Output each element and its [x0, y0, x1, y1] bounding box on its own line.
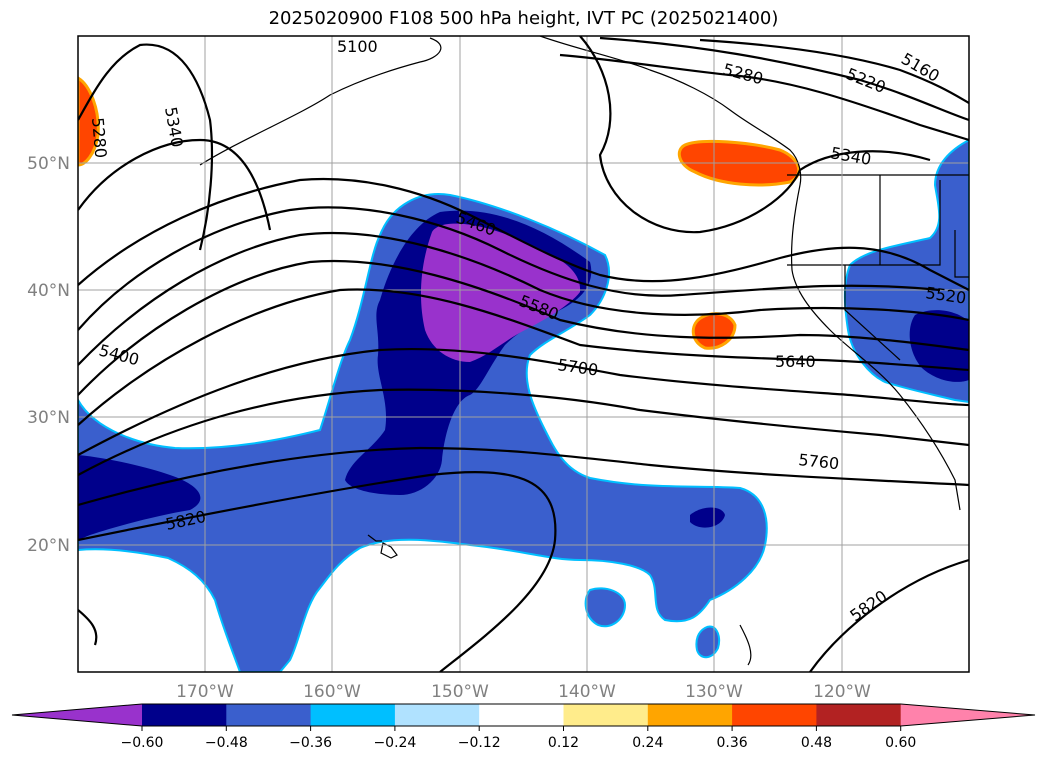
colorbar-bin: [816, 704, 902, 726]
colorbar-extend-high: [900, 704, 1035, 726]
colorbar-tick-label: 0.60: [885, 735, 916, 751]
colorbar-tick-label: 0.36: [717, 735, 748, 751]
colorbar-extend-low: [12, 704, 142, 726]
colorbar-bin: [563, 704, 649, 726]
contour-label: 5100: [337, 37, 378, 56]
lat-label: 20°N: [27, 536, 70, 556]
lon-label: 130°W: [685, 682, 743, 702]
lon-label: 160°W: [303, 682, 361, 702]
contour-label: 5280: [88, 117, 110, 159]
map-area: 5100 5340 5280 5460 5580 5700 5640 5760 …: [78, 36, 969, 672]
lon-label: 120°W: [813, 682, 871, 702]
lat-label: 50°N: [27, 154, 70, 174]
colorbar-tick-label: −0.36: [289, 735, 332, 751]
colorbar-tick-label: −0.60: [121, 735, 164, 751]
colorbar-tick-label: −0.24: [373, 735, 416, 751]
contour-label: 5640: [775, 352, 816, 371]
longitude-labels: 170°W 160°W 150°W 140°W 130°W 120°W: [176, 682, 871, 702]
colorbar-bin: [732, 704, 817, 726]
colorbar-bin: [647, 704, 733, 726]
lon-label: 170°W: [176, 682, 234, 702]
graticule: [78, 36, 969, 672]
coastlines: [199, 36, 969, 666]
height-contours: [78, 36, 969, 672]
colorbar-tick-label: 0.24: [632, 735, 663, 751]
map-title: 2025020900 F108 500 hPa height, IVT PC (…: [268, 8, 779, 29]
colorbar-tick-label: −0.48: [205, 735, 248, 751]
lon-label: 150°W: [431, 682, 489, 702]
negative-ivt-region: [78, 138, 969, 672]
colorbar-bin: [479, 704, 564, 726]
map-frame: [77, 35, 970, 673]
colorbar-tick-label: 0.48: [801, 735, 832, 751]
contour-label: 5760: [798, 450, 840, 473]
colorbar-tick-label: −0.12: [458, 735, 501, 751]
colorbar-tick-label: 0.12: [548, 735, 579, 751]
lon-label: 140°W: [558, 682, 616, 702]
colorbar: −0.60 −0.48 −0.36 −0.24 −0.12 0.12 0.24 0.36 0.4…: [11, 703, 1036, 751]
colorbar-bin: [142, 704, 227, 726]
colorbar-bin: [226, 704, 312, 726]
lat-label: 30°N: [27, 408, 70, 428]
lat-label: 40°N: [27, 281, 70, 301]
colorbar-bin: [310, 704, 396, 726]
latitude-labels: 50°N 40°N 30°N 20°N: [27, 154, 70, 556]
colorbar-bin: [394, 704, 480, 726]
